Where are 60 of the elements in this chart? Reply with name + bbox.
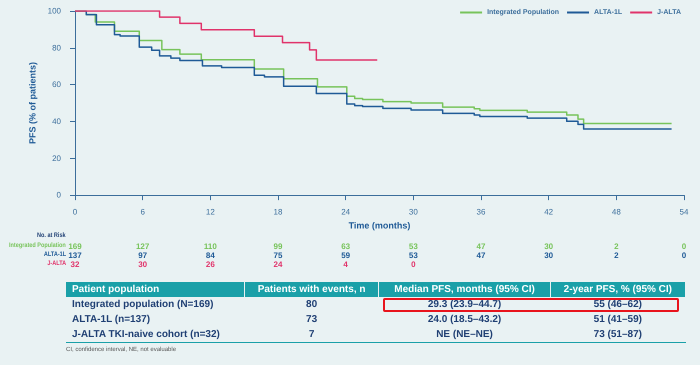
text: 73 — [306, 314, 318, 325]
text: 32 — [70, 260, 80, 269]
text: 29.3 (23.9–44.7) — [428, 299, 502, 310]
y-tick-label: 40 — [52, 116, 62, 126]
text: 84 — [206, 251, 215, 260]
text: 53 — [408, 251, 418, 260]
text: 110 — [204, 242, 217, 251]
y-tick-label: 0 — [56, 190, 62, 200]
text: 63 — [341, 242, 350, 251]
category-label: 2-year PFS, % (95% CI) — [550, 282, 686, 297]
text: 51 (41–59) — [594, 314, 642, 325]
text: 30 — [138, 260, 148, 269]
text: 4 — [343, 260, 348, 269]
x-axis-title: Time (months) — [348, 220, 410, 230]
x-tick-label: 30 — [408, 208, 418, 217]
text: 169 — [68, 242, 82, 251]
text: NE (NE–NE) — [436, 329, 493, 340]
x-tick-label: 6 — [140, 208, 146, 217]
x-tick-label: 12 — [206, 208, 216, 217]
text: 73 (51–87) — [594, 329, 642, 340]
y-tick-label: 20 — [52, 154, 62, 163]
y-tick-label: 60 — [52, 80, 62, 90]
text: 26 — [206, 260, 215, 269]
text: 99 — [274, 242, 282, 251]
y-tick-label: 100 — [48, 6, 62, 16]
text: 0 — [682, 251, 686, 260]
text: 97 — [138, 251, 148, 260]
category-label: Patient population — [66, 282, 244, 297]
category-label: Median PFS, months (95% CI) — [378, 282, 550, 297]
text: 75 — [274, 251, 282, 260]
x-tick-label: 24 — [341, 208, 351, 217]
text: 2 — [614, 242, 619, 251]
text: J-ALTA TKI-naive cohort (n=32) — [72, 329, 220, 340]
text: 30 — [544, 251, 554, 260]
text: 7 — [308, 329, 314, 340]
y-tick-label: 80 — [52, 43, 62, 52]
text: 0 — [682, 242, 686, 251]
x-tick-label: 18 — [274, 208, 283, 217]
text: 59 — [341, 251, 350, 260]
text: 24.0 (18.5–43.2) — [428, 314, 502, 325]
text: 55 (46–62) — [594, 299, 642, 310]
text: 137 — [68, 251, 82, 260]
text: 0 — [411, 260, 416, 269]
text: 127 — [136, 242, 150, 251]
x-tick-label: 42 — [544, 208, 554, 217]
text: 47 — [476, 251, 486, 260]
x-tick-label: 54 — [680, 208, 689, 217]
y-axis-title: PFS (% of patients) — [27, 62, 38, 144]
x-tick-label: 36 — [476, 208, 486, 217]
category-label: Patients with events, n — [244, 282, 379, 297]
text: 53 — [408, 242, 418, 251]
text: 80 — [306, 299, 318, 310]
text: Integrated population (N=169) — [72, 299, 214, 310]
text: 30 — [544, 242, 554, 251]
text: 47 — [476, 242, 486, 251]
x-tick-label: 48 — [612, 208, 622, 217]
text: 2 — [614, 251, 619, 260]
text: ALTA-1L (n=137) — [72, 314, 150, 325]
text: 24 — [274, 260, 282, 269]
x-tick-label: 0 — [72, 208, 78, 217]
